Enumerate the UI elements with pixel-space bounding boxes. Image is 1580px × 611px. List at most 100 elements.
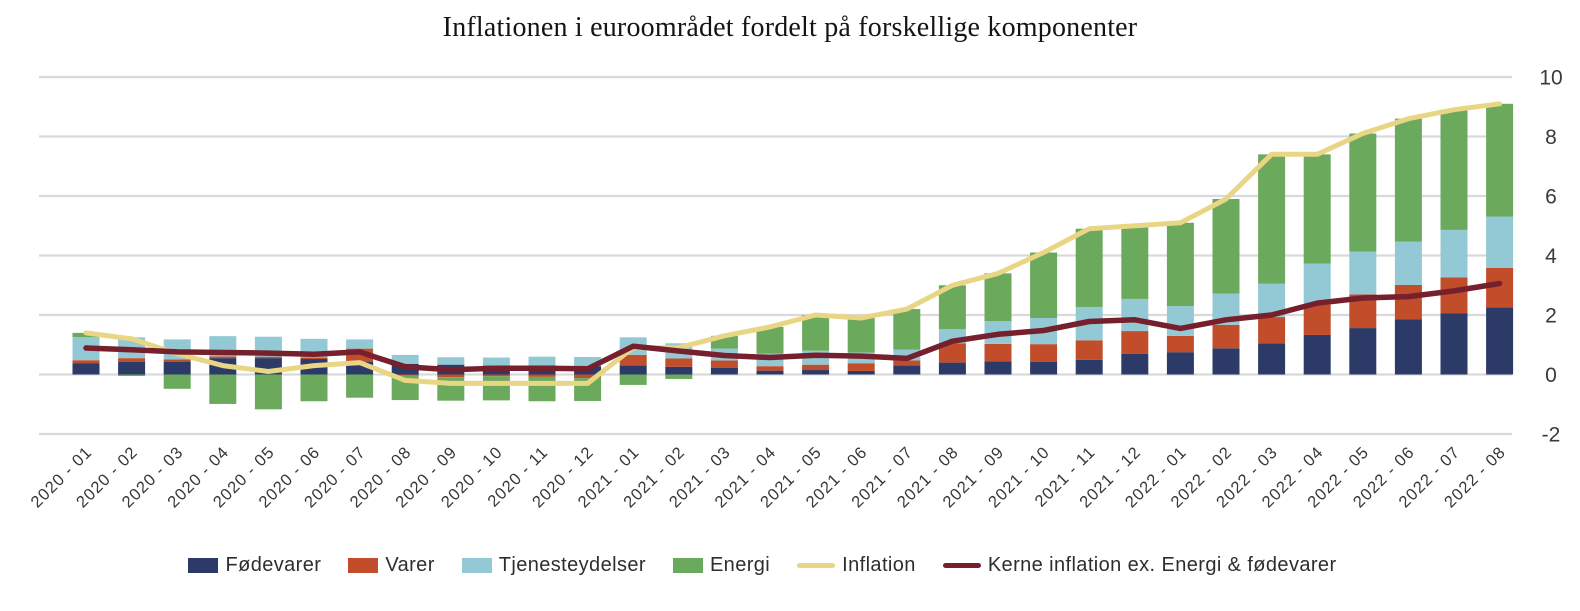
bar-segment-energi	[1303, 154, 1331, 264]
bar-segment-fødevarer	[938, 362, 966, 375]
bar-segment-varer	[300, 357, 328, 360]
legend-label: Energi	[709, 554, 771, 576]
bar-segment-fødevarer	[1303, 334, 1331, 375]
bar-segment-fødevarer	[619, 365, 647, 375]
bar-segment-fødevarer	[893, 365, 921, 375]
legend-item-inflation: Inflation	[797, 554, 916, 577]
bar-segment-varer	[619, 354, 647, 366]
bar-segment-energi	[1166, 222, 1194, 307]
bar-segment-tjenesteydelser	[1166, 306, 1194, 336]
bar-segment-fødevarer	[1349, 328, 1377, 375]
bar-segment-tjenesteydelser	[1440, 229, 1468, 278]
bar-segment-energi	[254, 374, 282, 410]
bar-segment-varer	[163, 359, 191, 363]
legend-item-fødevarer: Fødevarer	[188, 554, 321, 577]
bar-segment-energi	[893, 309, 921, 350]
bar-segment-varer	[1075, 340, 1103, 360]
legend-item-varer: Varer	[348, 554, 434, 577]
bar-segment-varer	[1258, 317, 1286, 344]
bar-segment-energi	[665, 374, 693, 379]
y-axis-label: 0	[1545, 364, 1557, 387]
bar-segment-fødevarer	[72, 363, 100, 375]
legend-color-swatch	[461, 558, 492, 573]
legend-label: Varer	[385, 554, 435, 576]
bar-segment-varer	[1212, 324, 1240, 349]
bar-segment-fødevarer	[163, 362, 191, 375]
y-axis-labels: -2 0 2 4 6 8 10	[1539, 67, 1562, 447]
bar-segment-energi	[528, 376, 556, 402]
bar-segment-energi	[802, 315, 830, 351]
bar-segment-energi	[756, 326, 784, 354]
core-inflation-line	[83, 280, 1503, 373]
bar-segment-varer	[893, 360, 921, 366]
y-axis-label: 8	[1545, 126, 1557, 149]
bar-segment-varer	[209, 356, 237, 359]
bar-segment-tjenesteydelser	[437, 357, 465, 365]
bar-segment-varer	[254, 356, 282, 359]
legend: Fødevarer Varer Tjenesteydelser Energi Infla…	[0, 554, 1580, 577]
bar-segment-energi	[1121, 225, 1149, 299]
bar-segment-fødevarer	[665, 366, 693, 375]
bar-segment-energi	[1394, 118, 1422, 242]
inflation-line	[83, 101, 1503, 386]
y-axis-label: 4	[1545, 245, 1557, 268]
bar-segment-fødevarer	[1258, 343, 1286, 375]
bar-segment-varer	[710, 360, 738, 368]
bar-segment-fødevarer	[1440, 313, 1468, 375]
bar-segment-energi	[1212, 198, 1240, 294]
y-axis-label: -2	[1542, 424, 1561, 447]
bar-segment-energi	[346, 374, 374, 398]
bar-segment-varer	[1303, 304, 1331, 335]
bar-segment-tjenesteydelser	[482, 357, 510, 366]
bar-segment-varer	[72, 360, 100, 364]
legend-color-swatch	[188, 558, 219, 573]
legend-item-energi: Energi	[672, 554, 771, 577]
legend-label: Tjenesteydelser	[498, 554, 646, 576]
chart-title: Inflationen i euroområdet fordelt på for…	[442, 12, 1138, 43]
bar-segment-energi	[163, 374, 191, 389]
bar-segment-tjenesteydelser	[893, 349, 921, 361]
bar-segment-fødevarer	[1075, 359, 1103, 375]
legend-color-swatch	[348, 558, 379, 573]
bar-segment-tjenesteydelser	[574, 356, 602, 367]
bar-segment-fødevarer	[118, 362, 146, 375]
bar-segment-varer	[1394, 284, 1422, 320]
bar-segment-fødevarer	[984, 361, 1012, 375]
bar-segment-varer	[1486, 267, 1514, 308]
legend-color-swatch	[672, 558, 703, 573]
legend-item-kerne-inflation-ex-energi-fødevarer: Kerne inflation ex. Energi & fødevarer	[942, 554, 1337, 577]
bar-segment-varer	[528, 374, 556, 377]
bar-segment-energi	[209, 374, 237, 404]
bar-segment-fødevarer	[1486, 307, 1514, 375]
bar-segment-energi	[118, 374, 146, 376]
bar-segment-energi	[619, 374, 647, 385]
bar-segment-energi	[1486, 103, 1514, 217]
bar-segment-varer	[391, 374, 419, 376]
bar-segment-tjenesteydelser	[1394, 241, 1422, 285]
bar-segment-energi	[1030, 252, 1058, 318]
bar-segment-tjenesteydelser	[391, 354, 419, 364]
bar-segment-varer	[437, 374, 465, 378]
y-axis-label: 6	[1545, 186, 1557, 209]
bar-segment-fødevarer	[1166, 352, 1194, 375]
bar-segment-energi	[1349, 133, 1377, 252]
legend-line-swatch	[942, 563, 981, 568]
y-axis-label: 2	[1545, 305, 1557, 328]
legend-item-tjenesteydelser: Tjenesteydelser	[461, 554, 646, 577]
bar-segment-tjenesteydelser	[528, 356, 556, 366]
bar-segment-varer	[665, 358, 693, 367]
bar-segment-energi	[984, 273, 1012, 322]
bar-segment-varer	[482, 374, 510, 377]
legend-line-swatch	[797, 563, 836, 568]
bar-segment-varer	[1166, 335, 1194, 353]
bar-segment-fødevarer	[710, 367, 738, 375]
bar-segment-varer	[984, 343, 1012, 362]
bar-segment-fødevarer	[847, 370, 875, 375]
bar-segment-energi	[1440, 109, 1468, 230]
bar-segment-fødevarer	[1394, 319, 1422, 375]
bar-segment-tjenesteydelser	[346, 339, 374, 349]
bar-segment-varer	[1440, 277, 1468, 314]
bar-segment-fødevarer	[756, 370, 784, 375]
